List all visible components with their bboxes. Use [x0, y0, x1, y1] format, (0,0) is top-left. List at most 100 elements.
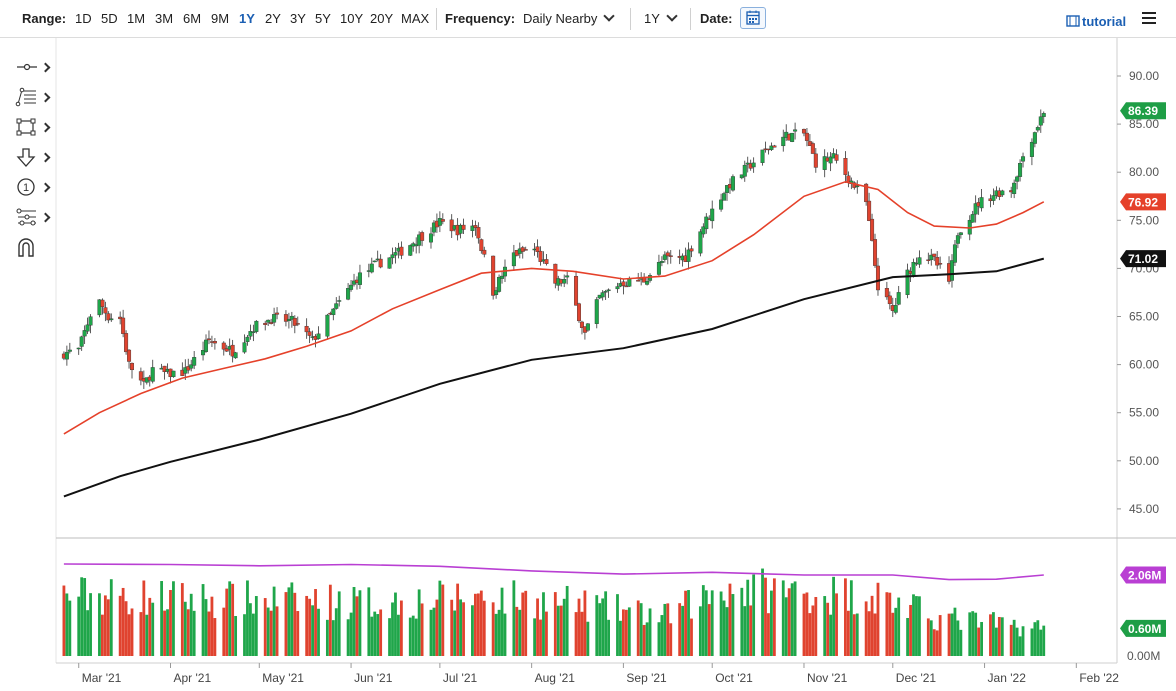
volume-bar	[334, 608, 338, 656]
volume-bar	[761, 568, 764, 656]
volume-bar	[636, 600, 640, 656]
volume-bar	[435, 599, 439, 656]
candle-body	[760, 149, 765, 163]
candle-body	[245, 336, 250, 342]
volume-bar	[891, 612, 895, 656]
candle-body	[473, 225, 478, 228]
volume-bar	[225, 588, 229, 656]
arrow-tool[interactable]	[14, 146, 54, 176]
volume-bar	[719, 591, 723, 656]
candle-body	[369, 263, 374, 273]
time-tick-label: Aug '21	[535, 671, 576, 685]
volume-bar	[500, 587, 504, 656]
volume-bar	[660, 615, 664, 656]
candle-body	[790, 132, 795, 142]
volume-bar	[977, 627, 981, 656]
volume-bar	[331, 620, 335, 656]
volume-bar	[580, 611, 584, 656]
drawing-tools: 1	[14, 56, 54, 266]
volume-bar	[272, 586, 276, 656]
price-tick-label: 65.00	[1129, 310, 1159, 324]
range-2y-button[interactable]: 2Y	[265, 11, 281, 26]
candle-body	[242, 342, 247, 353]
candle-body	[719, 199, 724, 210]
menu-icon[interactable]	[1142, 12, 1156, 24]
volume-bar	[210, 596, 214, 656]
magnet-tool[interactable]	[14, 236, 54, 266]
candle-body	[1000, 190, 1005, 196]
candle-body	[828, 156, 833, 164]
candle-body	[535, 246, 540, 252]
candle-body	[100, 299, 105, 307]
rectangle-tool[interactable]	[14, 116, 54, 146]
candle-body	[1035, 127, 1040, 131]
candle-body	[387, 257, 392, 269]
volume-bar	[932, 629, 936, 656]
range-3y-button[interactable]: 3Y	[290, 11, 306, 26]
range-5y-button[interactable]: 5Y	[315, 11, 331, 26]
volume-bar	[1015, 627, 1019, 656]
volume-bar	[805, 592, 809, 656]
range-3m-button[interactable]: 3M	[155, 11, 174, 26]
volume-bar	[997, 616, 1001, 656]
candle-body	[295, 323, 300, 325]
range-20y-button[interactable]: 20Y	[370, 11, 394, 26]
volume-bar	[293, 592, 297, 656]
frequency-select[interactable]: Daily Nearby	[523, 10, 616, 26]
volume-bar	[624, 609, 628, 656]
range-label: Range:	[22, 11, 67, 26]
volume-bar	[666, 603, 670, 656]
volume-bar	[163, 610, 166, 656]
range-1y-button[interactable]: 1Y	[239, 11, 255, 26]
candle-body	[399, 246, 404, 256]
candle-body	[793, 129, 798, 132]
volume-bar	[787, 588, 791, 656]
marker-tool[interactable]: 1	[14, 176, 54, 206]
candle-body	[772, 145, 777, 148]
volume-bar	[657, 622, 661, 656]
candle-body	[97, 299, 102, 316]
candle-body	[224, 348, 229, 352]
volume-bar	[473, 593, 477, 656]
price-tick-label: 85.00	[1129, 117, 1159, 131]
chart-toolbar: Range: 1D 5D 1M 3M 6M 9M 1Y 2Y 3Y 5Y 10Y…	[0, 0, 1176, 38]
volume-bar	[222, 607, 226, 656]
range-10y-button[interactable]: 10Y	[340, 11, 364, 26]
range-6m-button[interactable]: 6M	[183, 11, 202, 26]
candle-body	[615, 286, 620, 290]
volume-bar	[832, 576, 835, 656]
time-tick-label: Mar '21	[82, 671, 122, 685]
volume-bar	[68, 600, 72, 656]
price-tick-label: 55.00	[1129, 406, 1159, 420]
volume-bar	[186, 609, 190, 656]
range-1m-button[interactable]: 1M	[127, 11, 146, 26]
date-picker-button[interactable]	[740, 7, 766, 29]
range-5d-button[interactable]: 5D	[101, 11, 118, 26]
volume-bar	[607, 619, 611, 656]
crosshair-tool[interactable]	[14, 56, 54, 86]
range-1d-button[interactable]: 1D	[75, 11, 92, 26]
pattern-tool[interactable]	[14, 206, 54, 236]
volume-bar	[722, 600, 726, 656]
candle-body	[82, 330, 87, 337]
period-select[interactable]: 1Y	[644, 10, 678, 26]
volume-bar	[109, 579, 113, 656]
ma-long-badge-label: 71.02	[1128, 252, 1158, 266]
tutorial-link[interactable]: tutorial	[1066, 14, 1126, 29]
candle-body	[565, 275, 570, 278]
volume-bar	[166, 609, 169, 656]
candle-body	[810, 143, 815, 154]
range-9m-button[interactable]: 9M	[211, 11, 230, 26]
film-icon	[1066, 15, 1080, 27]
fibonacci-tool[interactable]	[14, 86, 54, 116]
candle-body	[292, 317, 297, 326]
range-max-button[interactable]: MAX	[401, 11, 430, 26]
volume-bar	[767, 613, 770, 656]
candle-body	[887, 295, 892, 305]
time-tick-label: Feb '22	[1079, 671, 1119, 685]
price-tick-label: 60.00	[1129, 358, 1159, 372]
volume-bar	[251, 613, 255, 656]
volume-bar	[352, 587, 356, 656]
volume-bar	[790, 583, 794, 656]
